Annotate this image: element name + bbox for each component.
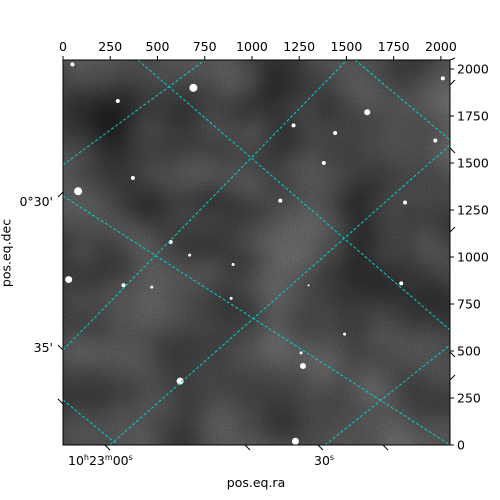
- plot-frame: [62, 59, 451, 446]
- star: [130, 176, 135, 181]
- top-tick-label: 0: [59, 39, 67, 54]
- star: [65, 276, 73, 284]
- star: [399, 281, 404, 286]
- star: [291, 123, 296, 128]
- sky-image: [63, 60, 450, 445]
- top-tick-label: 1500: [331, 39, 363, 54]
- grid-line: [63, 195, 450, 445]
- star: [150, 285, 154, 289]
- dec-tick-mark: [57, 344, 64, 351]
- star: [189, 83, 198, 92]
- top-tick-label: 1250: [283, 39, 315, 54]
- grid-line: [354, 60, 450, 141]
- top-tick-label: 1750: [378, 39, 410, 54]
- top-pixel-axis: 0 250 500 750 1000 1250 1500 1750 2000: [59, 39, 457, 60]
- ra-tick-label: 10h23m00s: [68, 453, 133, 468]
- right-tick-label: 1250: [457, 203, 489, 218]
- grid-line: [137, 60, 450, 331]
- star: [433, 138, 438, 143]
- dec-tick-label: 0°30': [19, 194, 53, 209]
- grid-line: [324, 344, 450, 445]
- star: [121, 283, 126, 288]
- right-tick-label: 1500: [457, 156, 489, 171]
- right-pixel-axis: 0 250 500 750 1000 1250 1500 1750 2000: [450, 62, 489, 453]
- star: [278, 198, 283, 203]
- grid-line: [63, 399, 119, 445]
- grid-line: [109, 144, 450, 445]
- star: [333, 130, 338, 135]
- dec-tick-label: 35': [34, 340, 53, 355]
- right-tick-label: 500: [457, 344, 481, 359]
- star: [291, 437, 299, 445]
- dec-tick-mark: [57, 191, 64, 198]
- star: [229, 296, 233, 300]
- star-layer: [65, 62, 445, 445]
- y-axis-label: pos.eq.dec: [0, 219, 14, 287]
- star: [403, 200, 408, 205]
- star: [440, 76, 445, 81]
- star: [176, 377, 184, 385]
- top-tick-label: 750: [193, 39, 217, 54]
- dec-tick-marks: [57, 191, 64, 405]
- star: [74, 187, 83, 196]
- top-tick-label: 1000: [236, 39, 268, 54]
- right-tick-label: 750: [457, 297, 481, 312]
- top-tick-label: 250: [98, 39, 122, 54]
- right-tick-label: 1750: [457, 109, 489, 124]
- ra-tick-marks: [104, 444, 389, 451]
- ra-tick-mark: [104, 444, 111, 451]
- top-tick-label: 500: [146, 39, 170, 54]
- right-tick-label: 1000: [457, 250, 489, 265]
- right-grid-edge-ticks: [449, 57, 456, 381]
- top-tick-label: 2000: [425, 39, 457, 54]
- star: [188, 253, 192, 257]
- star: [307, 284, 310, 287]
- star: [70, 62, 75, 67]
- star: [343, 332, 347, 336]
- coordinate-grid: [63, 60, 450, 445]
- star: [299, 363, 306, 370]
- x-axis-label: pos.eq.ra: [227, 475, 285, 490]
- star: [364, 109, 371, 116]
- star: [231, 263, 235, 267]
- star: [115, 98, 120, 103]
- star: [321, 161, 326, 166]
- star: [299, 351, 303, 355]
- grid-line: [63, 60, 348, 351]
- ra-tick-mark: [317, 444, 324, 451]
- right-tick-label: 0: [457, 438, 465, 453]
- right-tick-label: 250: [457, 391, 481, 406]
- ra-tick-mark: [244, 444, 251, 451]
- grid-line: [63, 60, 206, 166]
- right-tick-label: 2000: [457, 62, 489, 77]
- dec-tick-mark: [57, 398, 64, 405]
- ra-tick-label: 30s: [314, 453, 334, 468]
- ra-tick-mark: [382, 444, 389, 451]
